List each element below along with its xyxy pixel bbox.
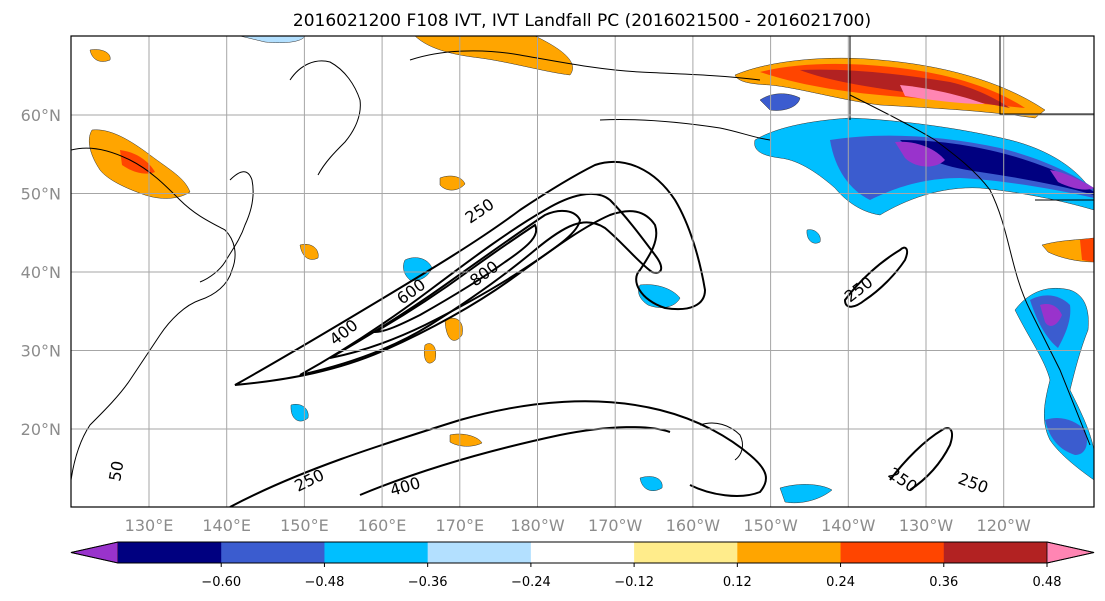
colorbar-tick-label: 0.48 <box>1033 575 1062 590</box>
canada-border <box>999 36 1094 115</box>
colorbar-segment <box>737 542 842 563</box>
coastlines <box>71 36 1094 481</box>
colorbar-segment <box>943 542 1048 563</box>
hawaii-coastline <box>699 422 743 461</box>
positive-region <box>439 175 466 191</box>
colorbar-tick-label: 0.12 <box>723 575 752 590</box>
contour-250 <box>234 160 707 386</box>
map-content <box>71 36 1094 507</box>
latitude-label: 50°N <box>21 185 61 204</box>
longitude-label: 120°W <box>977 516 1032 535</box>
contour-400-south <box>359 426 671 496</box>
latitude-label: 60°N <box>21 106 61 125</box>
north-america-coastline <box>849 94 1091 446</box>
longitude-label: 170°W <box>588 516 643 535</box>
longitude-label: 160°W <box>666 516 721 535</box>
longitude-label: 150°W <box>743 516 798 535</box>
latitude-label: 20°N <box>21 420 61 439</box>
colorbar-segment <box>840 542 945 563</box>
negative-region <box>779 484 833 504</box>
longitude-label: 150°E <box>280 516 329 535</box>
negative-region <box>1045 418 1087 455</box>
longitude-label: 160°E <box>358 516 407 535</box>
colorbar-segment <box>634 542 738 563</box>
negative-region <box>403 257 433 281</box>
longitude-labels: 130°E 140°E 150°E 160°E 170°E 180°W 170°W 160°W… <box>125 516 1031 535</box>
negative-region <box>806 229 821 244</box>
bering-coastline <box>409 50 761 81</box>
negative-region <box>1040 304 1062 326</box>
ivt-pc-shading <box>89 36 1094 504</box>
ivt-contours <box>229 160 953 507</box>
latitude-labels: 60°N 50°N 40°N 30°N 20°N <box>21 106 61 439</box>
positive-region <box>424 343 436 364</box>
colorbar-tick-label: −0.60 <box>201 575 241 590</box>
colorbar-extend-high <box>1046 541 1095 564</box>
latitude-label: 40°N <box>21 263 61 282</box>
colorbar-tick-label: 0.24 <box>826 575 855 590</box>
negative-region <box>759 93 801 111</box>
colorbar-segment <box>221 542 325 563</box>
colorbar-tick-label: −0.36 <box>408 575 448 590</box>
negative-region <box>900 140 1094 195</box>
contour-label: 50 <box>105 459 127 482</box>
positive-region <box>449 433 483 447</box>
longitude-label: 130°E <box>125 516 174 535</box>
colorbar-tick-label: 0.36 <box>929 575 958 590</box>
kamchatka-coastline <box>289 60 361 176</box>
positive-region <box>444 317 463 341</box>
negative-region <box>895 141 945 167</box>
colorbar-extend-low <box>70 541 119 564</box>
colorbar-segment <box>427 542 532 563</box>
contour-250-south <box>229 400 767 507</box>
contour-800 <box>371 223 538 334</box>
japan-coastline <box>199 171 254 283</box>
latitude-label: 30°N <box>21 342 61 361</box>
map-panel: 250 400 600 800 250 400 250 250 250 50 1… <box>21 35 1095 535</box>
asia-coastline <box>71 147 236 481</box>
figure-title: 2016021200 F108 IVT, IVT Landfall PC (20… <box>293 11 871 31</box>
positive-region <box>89 49 111 62</box>
longitude-label: 180°W <box>510 516 565 535</box>
colorbar-tick-label: −0.48 <box>305 575 345 590</box>
colorbar-segment <box>530 542 635 563</box>
positive-region <box>120 150 155 174</box>
colorbar-segment <box>118 542 222 563</box>
colorbar-segment <box>324 542 429 563</box>
colorbar-tick-label: −0.12 <box>614 575 654 590</box>
map-frame <box>70 35 1095 508</box>
positive-region <box>900 85 985 104</box>
positive-region <box>1080 238 1094 262</box>
contour-400 <box>299 192 663 376</box>
negative-region <box>1050 170 1094 190</box>
colorbar: −0.60 −0.48 −0.36 −0.24 −0.12 0.12 0.24 0.36 0.4… <box>70 541 1095 590</box>
longitude-label: 140°W <box>821 516 876 535</box>
colorbar-outline <box>70 541 1095 564</box>
contour-250-east <box>843 246 909 308</box>
aleutian-coastline <box>599 118 771 141</box>
longitude-label: 170°E <box>435 516 484 535</box>
longitude-label: 140°E <box>202 516 251 535</box>
gridlines <box>71 36 1094 507</box>
contour-600 <box>329 209 582 359</box>
longitude-label: 130°W <box>899 516 954 535</box>
negative-region <box>638 284 681 308</box>
colorbar-tick-label: −0.24 <box>511 575 551 590</box>
negative-region <box>639 476 663 491</box>
